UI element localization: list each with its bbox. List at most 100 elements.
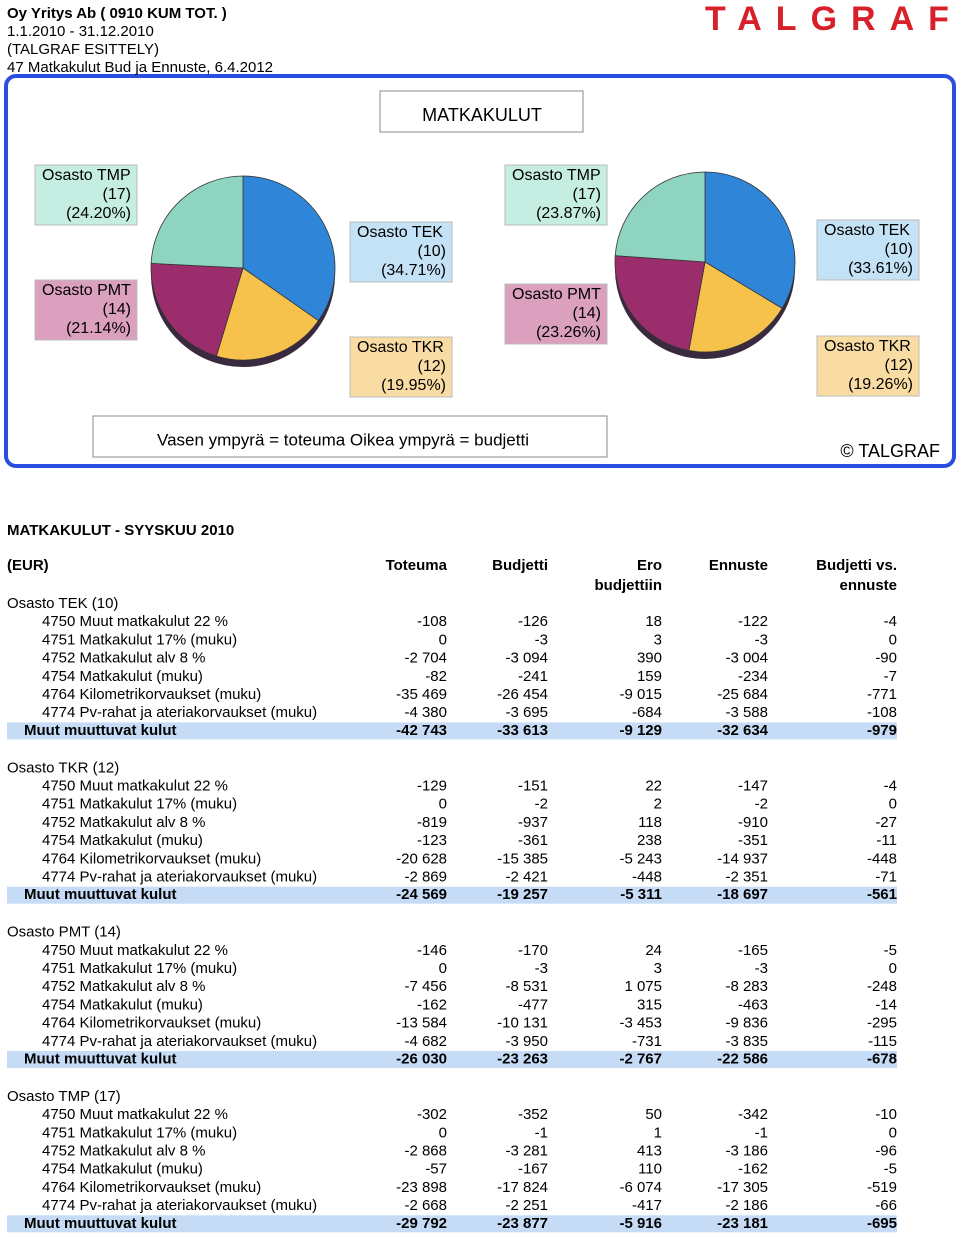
cell-value: -3 [755,631,768,648]
cell-value: -9 836 [725,1015,768,1032]
cell-value: -3 [535,960,548,977]
pie-slice [150,262,244,357]
cell-value: -684 [632,704,662,721]
total-value: -9 129 [619,722,662,739]
label-code: (17) [573,186,601,203]
cell-value: -5 [884,942,897,959]
label-name: Osasto TMP [42,167,131,184]
cell-value: -519 [867,1179,897,1196]
label-box [349,221,453,283]
column-header: budjettiin [595,577,663,594]
cell-value: -96 [875,1142,897,1159]
column-header: Budjetti vs. [816,557,897,574]
cell-value: -3 281 [505,1142,548,1159]
row-label: 4752 Matkakulut alv 8 % [42,650,205,667]
label-box [816,219,920,281]
total-value: -26 030 [396,1050,447,1067]
row-label: 4754 Matkakulut (muku) [42,832,203,849]
cell-value: -342 [738,1106,768,1123]
cell-value: -122 [738,613,768,630]
cell-value: -162 [417,996,447,1013]
total-value: -23 877 [497,1215,548,1232]
total-value: -29 792 [396,1215,447,1232]
label-value: (33.61%) [848,260,913,277]
label-value: (19.95%) [381,377,446,394]
label-box [504,164,608,226]
cell-value: -4 380 [404,704,447,721]
label-box [34,164,138,226]
section-title: Osasto TKR (12) [7,759,119,776]
label-box [504,283,608,345]
cell-value: -13 584 [396,1015,447,1032]
cell-value: -448 [632,868,662,885]
cell-value: -2 186 [725,1197,768,1214]
total-value: -23 181 [717,1215,768,1232]
cell-value: -248 [867,978,897,995]
row-label: 4774 Pv-rahat ja ateriakorvaukset (muku) [42,1197,317,1214]
cell-value: -241 [518,668,548,685]
cell-value: -463 [738,996,768,1013]
total-value: -5 311 [620,886,662,903]
cell-value: -7 [884,668,897,685]
row-label: 4751 Matkakulut 17% (muku) [42,960,237,977]
cell-value: -1 [535,1124,548,1141]
cell-value: -17 824 [497,1179,548,1196]
cell-value: -146 [417,942,447,959]
column-header: ennuste [839,577,897,594]
label-value: (23.26%) [536,324,601,341]
row-label: 4752 Matkakulut alv 8 % [42,814,205,831]
cell-value: -35 469 [396,686,447,703]
cell-value: 3 [654,631,662,648]
label-code: (12) [418,358,446,375]
section-title: Osasto TEK (10) [7,595,118,612]
label-name: Osasto PMT [42,282,131,299]
cell-value: -10 [875,1106,897,1123]
cell-value: -27 [875,814,897,831]
header-line: Oy Yritys Ab ( 0910 KUM TOT. ) [7,5,227,22]
cell-value: -10 131 [497,1015,548,1032]
cell-value: -2 251 [505,1197,548,1214]
cell-value: 24 [645,942,662,959]
pie-slice [614,171,706,263]
cell-value: -3 835 [725,1033,768,1050]
row-label: 4752 Matkakulut alv 8 % [42,978,205,995]
label-value: (19.26%) [848,376,913,393]
pie-slice [215,267,319,361]
label-code: (17) [103,186,131,203]
cell-value: -3 094 [505,650,548,667]
cell-value: 110 [638,1161,662,1178]
cell-value: -3 453 [619,1015,662,1032]
cell-value: -108 [417,613,447,630]
header-line: 47 Matkakulut Bud ja Ennuste, 6.4.2012 [7,59,273,76]
row-label: 4764 Kilometrikorvaukset (muku) [42,1015,261,1032]
cell-value: -2 421 [505,868,548,885]
header-line: (TALGRAF ESITTELY) [7,41,159,58]
cell-value: -8 531 [505,978,548,995]
row-label: 4750 Muut matkakulut 22 % [42,777,228,794]
cell-value: -14 [875,996,897,1013]
cell-value: -2 869 [404,868,447,885]
cell-value: -165 [738,942,768,959]
cell-value: -167 [518,1161,548,1178]
cell-value: -3 [755,960,768,977]
total-label: Muut muuttuvat kulut [24,722,176,739]
cell-value: -3 950 [505,1033,548,1050]
label-value: (24.20%) [66,205,131,222]
cell-value: -771 [867,686,897,703]
cell-value: -3 695 [505,704,548,721]
cell-value: -123 [417,832,447,849]
cell-value: 3 [654,960,662,977]
row-label: 4764 Kilometrikorvaukset (muku) [42,686,261,703]
label-name: Osasto TMP [512,167,601,184]
total-label: Muut muuttuvat kulut [24,1215,176,1232]
label-name: Osasto TEK [824,222,910,239]
row-label: 4751 Matkakulut 17% (muku) [42,796,237,813]
cell-value: -2 [535,796,548,813]
label-value: (23.87%) [536,205,601,222]
cell-value: 0 [439,960,447,977]
total-value: -24 569 [396,886,447,903]
pie-slice [150,175,244,269]
label-code: (12) [885,357,913,374]
cell-value: 1 075 [624,978,662,995]
total-value: -5 916 [619,1215,662,1232]
